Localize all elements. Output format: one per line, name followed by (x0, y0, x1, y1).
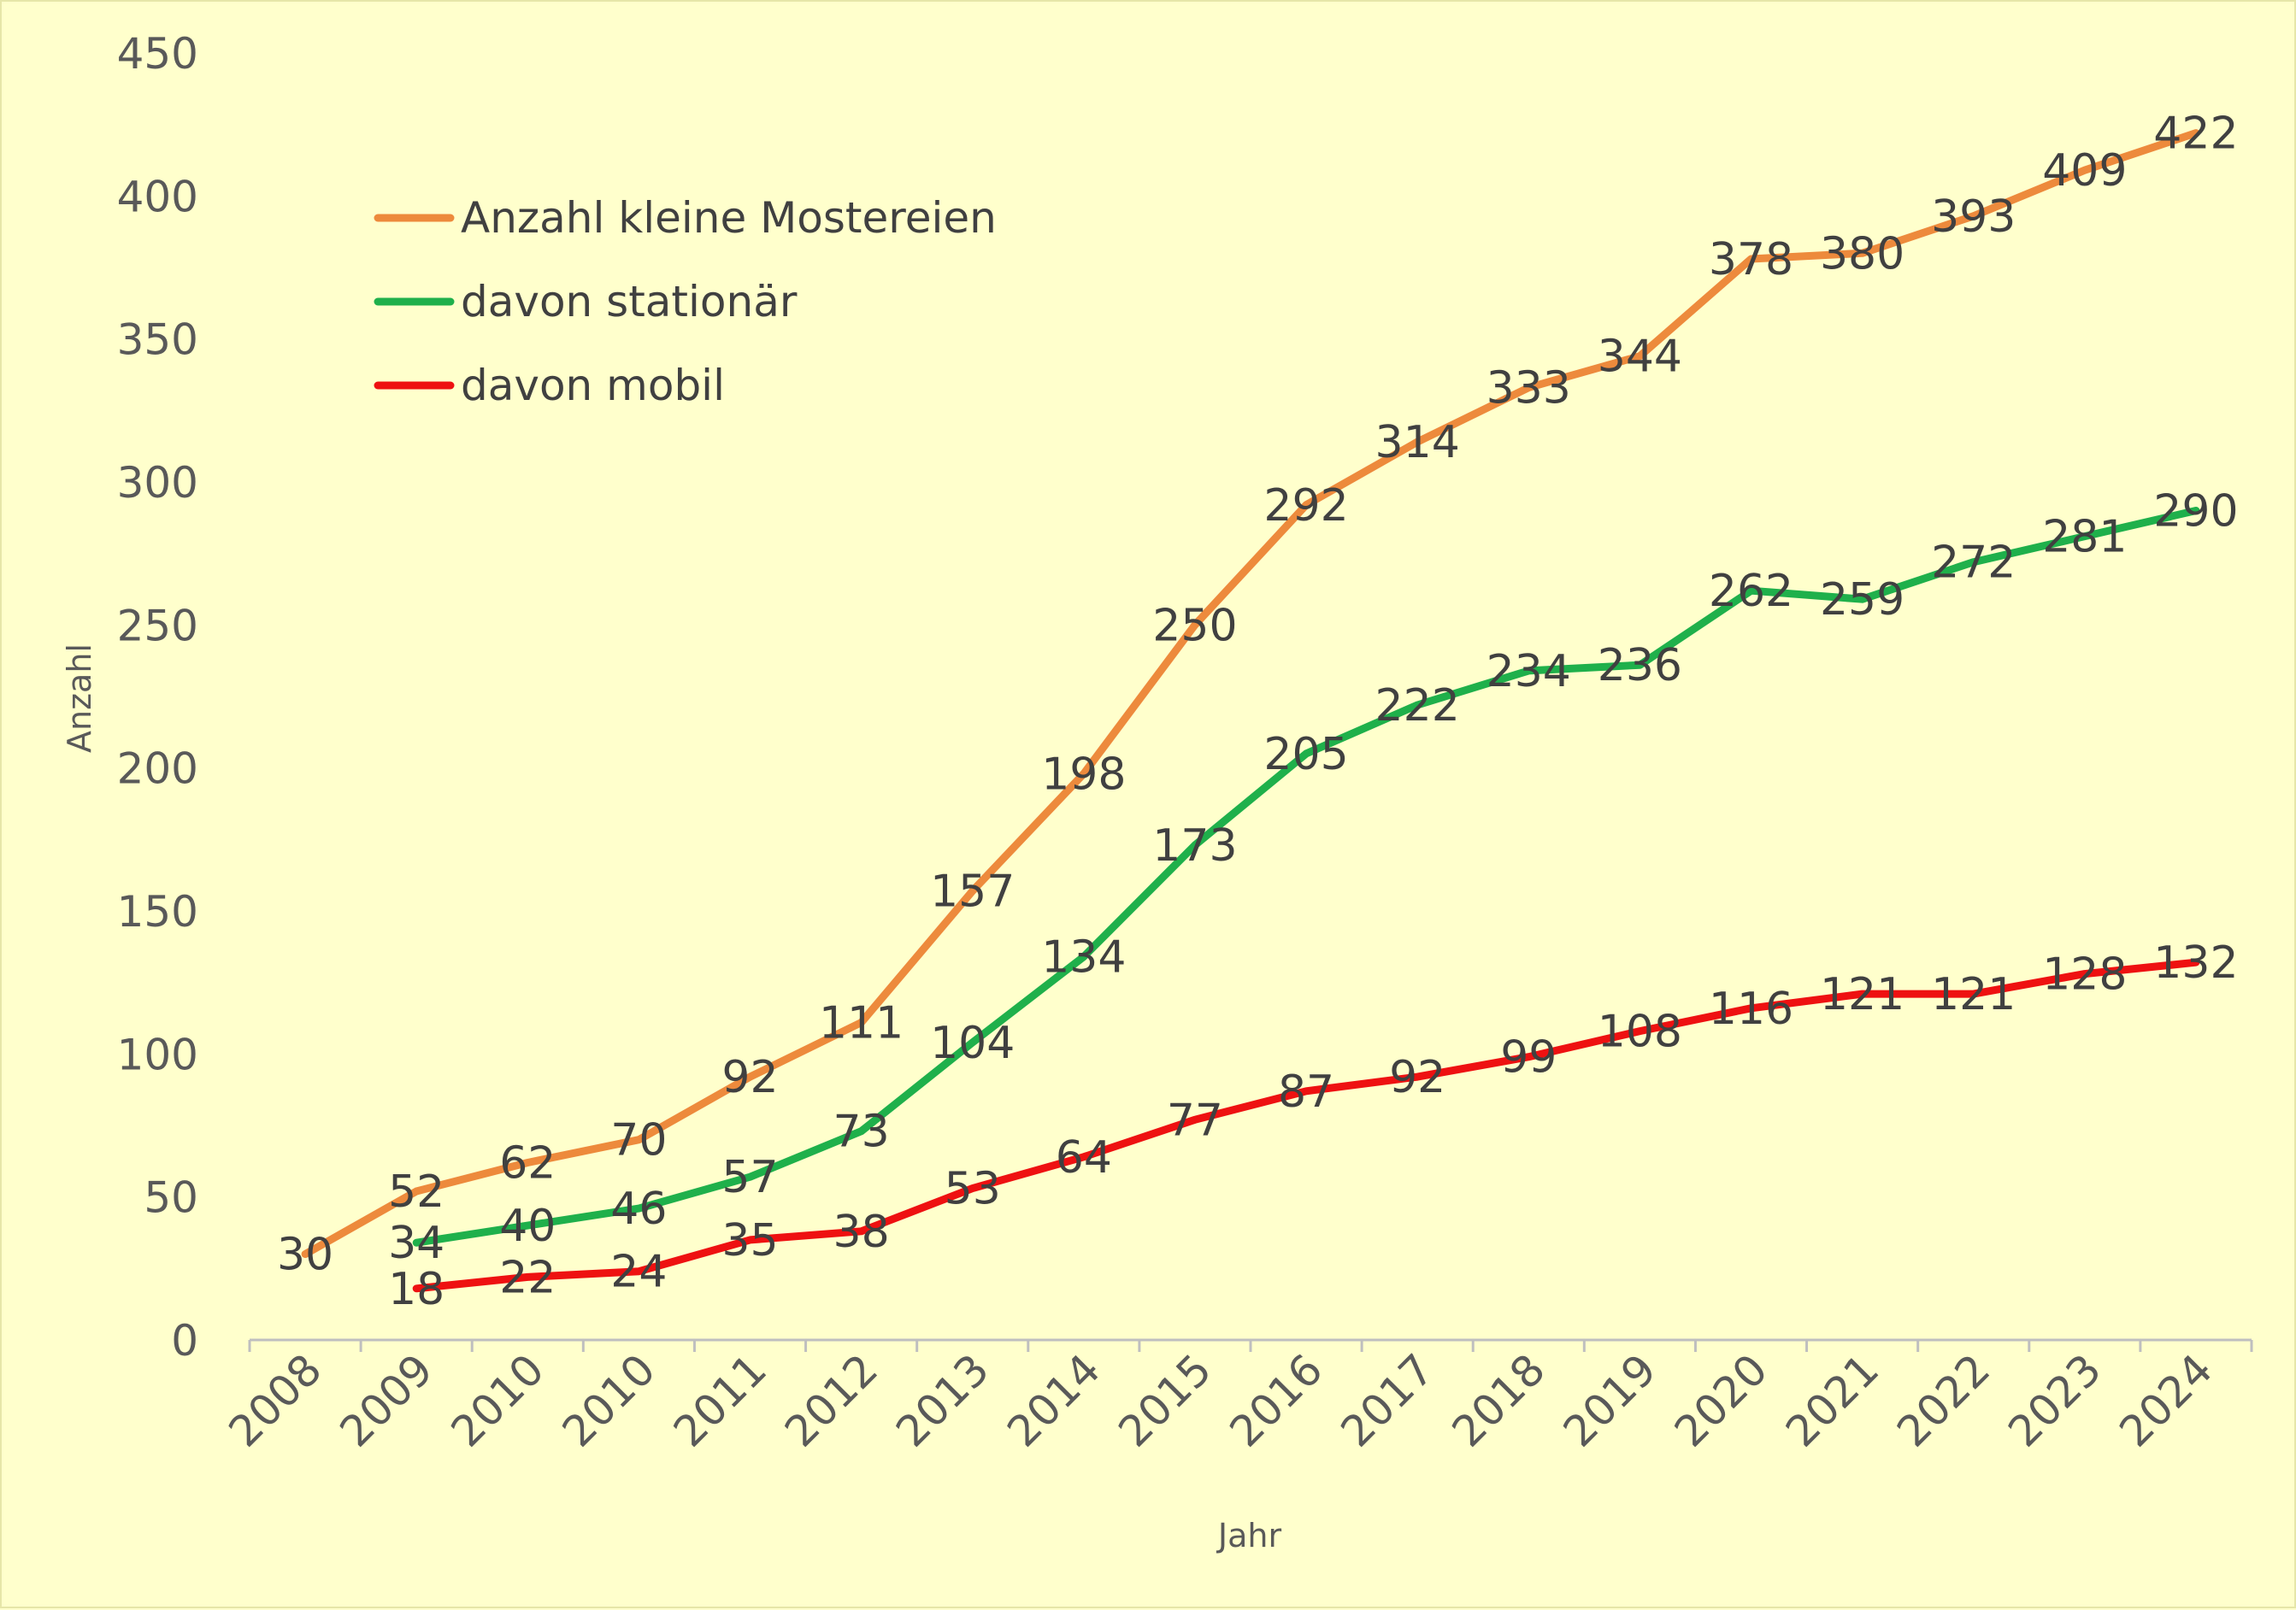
data-label: 77 (1167, 1095, 1223, 1146)
y-tick-label: 150 (117, 887, 198, 937)
y-tick-label: 450 (117, 29, 198, 79)
data-label: 53 (945, 1164, 1001, 1215)
data-label: 378 (1709, 234, 1793, 285)
data-label: 121 (1820, 969, 1905, 1020)
data-label: 30 (277, 1230, 333, 1281)
y-tick-label: 200 (117, 744, 198, 794)
x-tick-label: 2013 (886, 1344, 998, 1456)
data-label: 380 (1820, 228, 1905, 279)
series-line-1 (301, 129, 2200, 1259)
data-label: 236 (1598, 640, 1682, 691)
data-label: 292 (1263, 480, 1348, 532)
data-label: 198 (1041, 749, 1126, 800)
data-label: 38 (833, 1207, 890, 1258)
x-tick-label: 2010 (553, 1344, 665, 1456)
y-tick-label: 300 (117, 458, 198, 508)
legend-label: davon stationär (461, 277, 798, 326)
x-tick-label: 2021 (1776, 1344, 1888, 1456)
legend-label: davon mobil (461, 361, 725, 410)
data-label: 99 (1500, 1032, 1557, 1084)
data-label: 24 (610, 1247, 667, 1298)
data-label: 128 (2042, 949, 2127, 1001)
data-label: 121 (1931, 969, 2016, 1020)
data-label: 222 (1375, 680, 1460, 732)
x-tick-label: 2020 (1665, 1344, 1777, 1456)
data-label: 46 (610, 1184, 667, 1235)
data-label: 290 (2153, 485, 2238, 537)
data-label: 262 (1709, 566, 1793, 617)
y-tick-label: 0 (171, 1316, 198, 1366)
x-tick-label: 2009 (331, 1344, 443, 1456)
data-label: 57 (721, 1152, 778, 1203)
data-label: 73 (833, 1107, 890, 1158)
data-label: 281 (2042, 512, 2127, 563)
x-tick-label: 2019 (1554, 1344, 1666, 1456)
y-tick-label: 100 (117, 1030, 198, 1079)
legend-label: Anzahl kleine Mostereien (461, 193, 997, 243)
data-label: 173 (1152, 820, 1237, 872)
data-label: 272 (1931, 538, 2016, 589)
data-label: 422 (2153, 109, 2238, 160)
data-label: 18 (388, 1264, 444, 1315)
y-tick-label: 350 (117, 315, 198, 365)
x-tick-label: 2010 (442, 1344, 554, 1456)
data-label: 62 (499, 1138, 556, 1190)
x-tick-label: 2014 (998, 1344, 1110, 1456)
data-label: 250 (1152, 600, 1237, 651)
data-label: 108 (1598, 1007, 1682, 1058)
y-tick-label: 400 (117, 172, 198, 221)
data-label: 234 (1487, 646, 1571, 697)
y-axis-title: Anzahl (61, 643, 98, 753)
data-label: 22 (499, 1252, 556, 1303)
data-label: 157 (930, 867, 1015, 918)
legend: Anzahl kleine Mostereien davon stationär d… (374, 193, 997, 410)
data-label: 64 (1056, 1132, 1112, 1184)
data-label: 393 (1931, 191, 2016, 243)
x-axis-title: Jahr (1216, 1517, 1282, 1554)
data-label: 333 (1487, 363, 1571, 414)
y-tick-label: 50 (144, 1173, 198, 1223)
data-label: 34 (388, 1218, 444, 1269)
x-tick-label: 2024 (2110, 1344, 2222, 1456)
data-label: 134 (1041, 932, 1126, 984)
x-tick-label: 2012 (775, 1344, 887, 1456)
x-tick-label: 2011 (664, 1344, 776, 1456)
x-tick-label: 2022 (1887, 1344, 1999, 1456)
data-label: 259 (1820, 574, 1905, 626)
x-tick-label: 2008 (220, 1344, 332, 1456)
data-label: 92 (1389, 1052, 1445, 1103)
x-tick-label: 2023 (1999, 1344, 2111, 1456)
series-line-3 (412, 958, 2200, 1293)
data-label: 35 (721, 1215, 778, 1266)
data-label: 116 (1709, 984, 1793, 1035)
data-label: 205 (1263, 729, 1348, 780)
data-label: 87 (1278, 1066, 1334, 1118)
data-label: 111 (819, 998, 904, 1049)
x-tick-label: 2015 (1109, 1344, 1221, 1456)
data-label: 40 (499, 1201, 556, 1252)
data-label: 409 (2042, 145, 2127, 197)
data-label: 344 (1598, 332, 1682, 383)
x-tick-label: 2017 (1332, 1344, 1444, 1456)
data-label: 92 (721, 1052, 778, 1103)
x-tick-label: 2016 (1221, 1344, 1333, 1456)
data-label: 132 (2153, 937, 2238, 989)
data-label: 104 (930, 1018, 1015, 1069)
series-line-2 (412, 507, 2200, 1247)
data-label: 52 (388, 1166, 444, 1218)
data-label: 70 (610, 1115, 667, 1166)
x-tick-label: 2018 (1443, 1344, 1555, 1456)
y-tick-label: 250 (117, 601, 198, 650)
data-label: 314 (1375, 417, 1460, 468)
